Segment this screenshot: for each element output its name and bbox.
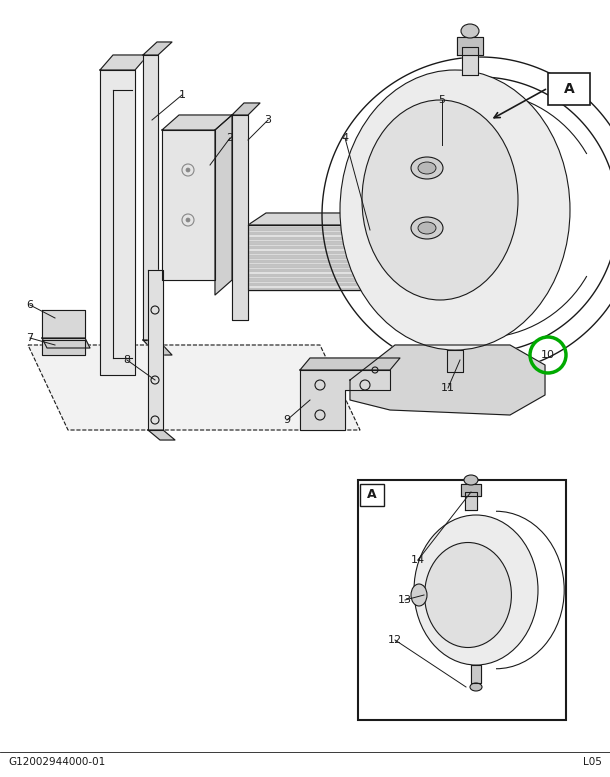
Ellipse shape (470, 683, 482, 691)
Ellipse shape (418, 222, 436, 234)
Polygon shape (248, 232, 390, 235)
Text: 5: 5 (439, 95, 445, 105)
Polygon shape (143, 55, 158, 340)
Text: 7: 7 (26, 333, 34, 343)
Polygon shape (248, 278, 390, 280)
Polygon shape (248, 269, 390, 271)
Polygon shape (143, 340, 172, 355)
Ellipse shape (418, 162, 436, 174)
Polygon shape (143, 42, 172, 55)
Polygon shape (148, 270, 163, 430)
Text: L05: L05 (583, 757, 602, 767)
Bar (358, 480, 566, 720)
Polygon shape (471, 665, 481, 683)
Ellipse shape (414, 515, 538, 665)
Ellipse shape (411, 584, 427, 606)
Polygon shape (42, 340, 85, 355)
Polygon shape (248, 274, 390, 276)
Ellipse shape (464, 475, 478, 485)
Polygon shape (248, 241, 390, 243)
Text: 11: 11 (441, 383, 455, 393)
Ellipse shape (461, 24, 479, 38)
Text: A: A (564, 82, 575, 96)
Circle shape (186, 168, 190, 172)
Ellipse shape (362, 100, 518, 300)
Text: 6: 6 (26, 300, 34, 310)
Text: 4: 4 (342, 133, 348, 143)
Text: 13: 13 (398, 595, 412, 605)
Polygon shape (462, 47, 478, 75)
Polygon shape (300, 370, 390, 430)
Ellipse shape (340, 70, 570, 350)
Polygon shape (447, 350, 463, 372)
Ellipse shape (411, 217, 443, 239)
Polygon shape (248, 264, 390, 267)
Text: A: A (367, 489, 377, 501)
Polygon shape (162, 130, 215, 280)
Polygon shape (148, 430, 175, 440)
Bar (360, 484, 384, 506)
Polygon shape (28, 345, 360, 430)
Polygon shape (248, 237, 390, 239)
Text: 12: 12 (388, 635, 402, 645)
Polygon shape (232, 115, 248, 320)
Polygon shape (248, 225, 390, 290)
Polygon shape (248, 213, 408, 225)
Polygon shape (465, 492, 477, 510)
Polygon shape (248, 250, 390, 253)
Polygon shape (162, 115, 232, 130)
Polygon shape (248, 260, 390, 262)
Ellipse shape (425, 542, 511, 647)
Text: 2: 2 (226, 133, 234, 143)
Text: 8: 8 (123, 355, 131, 365)
Text: G12002944000-01: G12002944000-01 (8, 757, 106, 767)
Polygon shape (248, 283, 390, 285)
Polygon shape (457, 37, 483, 55)
Text: 3: 3 (265, 115, 271, 125)
Text: 14: 14 (411, 555, 425, 565)
Polygon shape (215, 115, 232, 295)
Polygon shape (100, 55, 148, 70)
Polygon shape (461, 484, 481, 496)
Polygon shape (248, 287, 390, 290)
Circle shape (186, 218, 190, 222)
Text: 1: 1 (179, 90, 185, 100)
Polygon shape (100, 70, 135, 375)
Polygon shape (350, 345, 545, 415)
Polygon shape (248, 228, 390, 230)
Polygon shape (42, 338, 90, 348)
Polygon shape (42, 310, 85, 338)
Bar (548, 73, 590, 105)
Polygon shape (300, 358, 400, 370)
Polygon shape (248, 246, 390, 248)
Ellipse shape (411, 157, 443, 179)
Text: 9: 9 (284, 415, 290, 425)
Polygon shape (390, 213, 408, 290)
Polygon shape (232, 103, 260, 115)
Text: 10: 10 (541, 350, 555, 360)
Polygon shape (248, 255, 390, 257)
